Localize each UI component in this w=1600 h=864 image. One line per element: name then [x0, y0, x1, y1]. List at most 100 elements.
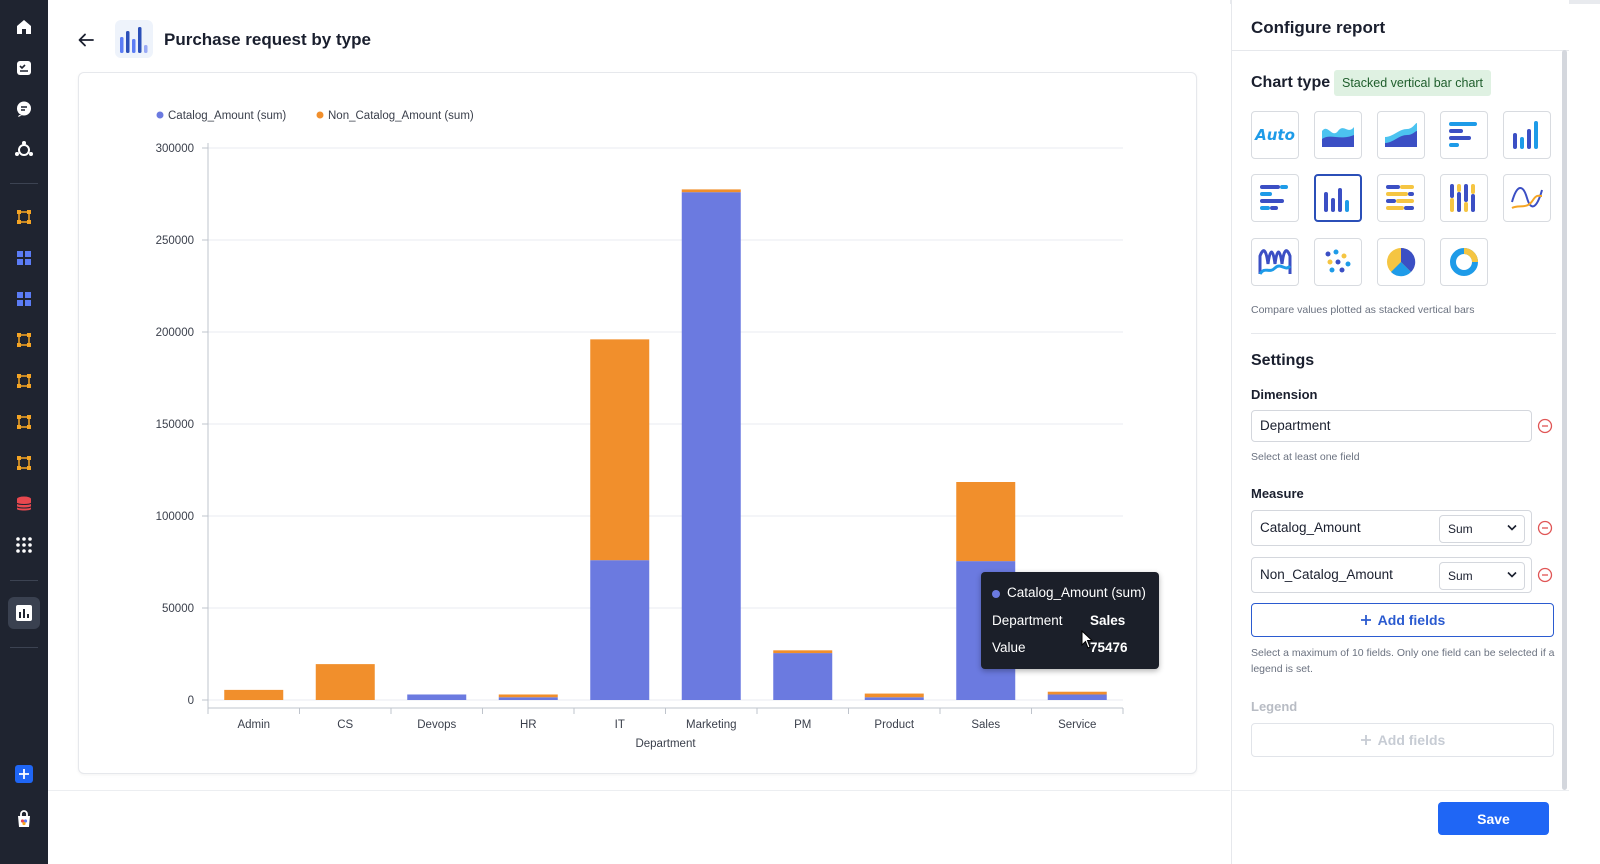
add-app-icon[interactable]	[8, 758, 40, 790]
chart-type-100-vertical-bar-icon[interactable]	[1440, 174, 1488, 222]
legend-add-fields-button[interactable]: Add fields	[1251, 723, 1554, 757]
x-tick-label: PM	[794, 719, 811, 731]
chart-type-multi-line-icon[interactable]	[1251, 238, 1299, 286]
dimension-field[interactable]: Department	[1251, 410, 1532, 442]
bar-marketing-catalog	[681, 192, 741, 700]
apps-grid-icon[interactable]	[8, 242, 40, 274]
sidebar-divider	[10, 647, 38, 648]
chart-type-auto[interactable]: Auto	[1251, 111, 1299, 159]
page-title: Purchase request by type	[164, 30, 371, 49]
chat-icon[interactable]	[8, 93, 40, 125]
x-tick-label: HR	[520, 719, 537, 731]
workflow-icon-2[interactable]	[8, 324, 40, 356]
panel-footer-divider	[1232, 790, 1569, 791]
mouse-cursor-icon	[1081, 629, 1095, 655]
measure-field-name: Catalog_Amount	[1260, 520, 1361, 535]
database-icon[interactable]	[8, 488, 40, 520]
remove-dimension-icon[interactable]	[1537, 418, 1553, 434]
auto-label: Auto	[1255, 126, 1295, 144]
measure-field-catalog[interactable]: Catalog_Amount Sum	[1251, 510, 1532, 546]
workflow-icon-3[interactable]	[8, 365, 40, 397]
legend-label: Legend	[1251, 699, 1298, 714]
workflow-icon[interactable]	[8, 201, 40, 233]
measure-field-non-catalog[interactable]: Non_Catalog_Amount Sum	[1251, 557, 1532, 593]
aggregation-value: Sum	[1448, 569, 1473, 583]
dimension-field-value: Department	[1260, 418, 1331, 433]
workflow-icon-4[interactable]	[8, 406, 40, 438]
y-tick-label: 200000	[156, 327, 194, 339]
aggregation-value: Sum	[1448, 522, 1473, 536]
remove-measure-icon[interactable]	[1537, 520, 1553, 536]
x-tick-label: Admin	[237, 719, 270, 731]
legend-dot-1	[316, 111, 324, 119]
x-tick-label: Service	[1058, 719, 1096, 731]
y-tick-label: 300000	[156, 143, 194, 155]
panel-scrollbar[interactable]	[1562, 50, 1567, 790]
main-footer-divider	[48, 790, 1230, 791]
measure-field-name: Non_Catalog_Amount	[1260, 567, 1393, 582]
workflow-icon-5[interactable]	[8, 447, 40, 479]
legend-dot-0	[156, 111, 164, 119]
add-fields-label: Add fields	[1377, 612, 1446, 628]
chart-tooltip: Catalog_Amount (sum) Department Sales Va…	[981, 572, 1159, 669]
save-button[interactable]: Save	[1438, 802, 1549, 835]
reports-icon[interactable]	[8, 597, 40, 629]
add-fields-button[interactable]: Add fields	[1251, 603, 1554, 637]
tooltip-dimension-label: Department	[992, 613, 1063, 628]
bar-cs-non-catalog	[315, 664, 375, 700]
panel-title: Configure report	[1251, 18, 1386, 37]
x-tick-label: IT	[615, 719, 625, 731]
bar-it-non-catalog	[590, 339, 650, 561]
chart-type-donut-icon[interactable]	[1440, 238, 1488, 286]
bar-marketing-non-catalog	[681, 189, 741, 193]
bar-it-catalog	[590, 560, 650, 700]
chart-type-scatter-icon[interactable]	[1314, 238, 1362, 286]
aggregation-select[interactable]: Sum	[1439, 515, 1525, 543]
tooltip-value-label: Value	[992, 640, 1026, 655]
bar-pm-catalog	[773, 653, 833, 700]
bar-sales-non-catalog	[956, 482, 1016, 562]
configure-report-panel: Configure report Chart type Stacked vert…	[1231, 0, 1569, 864]
bar-admin-non-catalog	[224, 689, 284, 700]
x-tick-label: Marketing	[686, 719, 737, 731]
home-icon[interactable]	[8, 11, 40, 43]
bar-product-catalog	[864, 697, 924, 700]
measure-hint: Select a maximum of 10 fields. Only one …	[1251, 647, 1555, 675]
aggregation-select[interactable]: Sum	[1439, 562, 1525, 590]
x-tick-label: Product	[874, 719, 914, 731]
legend-add-fields-label: Add fields	[1377, 732, 1446, 748]
chart-type-stacked-vertical-bar-icon[interactable]	[1314, 174, 1362, 222]
chart-type-stacked-horizontal-bar-icon[interactable]	[1251, 174, 1299, 222]
legend-label-1: Non_Catalog_Amount (sum)	[328, 110, 474, 122]
chart-type-badge: Stacked vertical bar chart	[1334, 70, 1492, 96]
bar-chart-report-icon	[115, 20, 153, 58]
chart-type-horizontal-bar-icon[interactable]	[1440, 111, 1488, 159]
plus-icon	[1360, 615, 1371, 625]
bar-service-non-catalog	[1047, 691, 1107, 695]
chart-type-pie-icon[interactable]	[1377, 238, 1425, 286]
y-tick-label: 0	[188, 695, 194, 707]
bar-hr-non-catalog	[498, 694, 558, 698]
dimension-hint: Select at least one field	[1251, 451, 1360, 463]
chevron-down-icon	[1507, 571, 1517, 578]
y-tick-label: 50000	[162, 603, 194, 615]
chart-type-vertical-bar-icon[interactable]	[1503, 111, 1551, 159]
panel-divider	[1251, 333, 1556, 334]
dimension-label: Dimension	[1251, 387, 1318, 402]
chart-type-100-horizontal-bar-icon[interactable]	[1377, 174, 1425, 222]
remove-measure-icon[interactable]	[1537, 567, 1553, 583]
back-arrow-icon[interactable]	[74, 28, 98, 52]
chart-type-stacked-area-icon[interactable]	[1377, 111, 1425, 159]
tasks-icon[interactable]	[8, 52, 40, 84]
x-tick-label: Sales	[971, 719, 1000, 731]
app-launcher-icon[interactable]	[8, 529, 40, 561]
network-icon[interactable]	[8, 134, 40, 166]
apps-grid-icon-2[interactable]	[8, 283, 40, 315]
sidebar-divider	[10, 183, 38, 184]
y-tick-label: 150000	[156, 419, 194, 431]
store-icon[interactable]	[8, 803, 40, 835]
chart-type-area-icon[interactable]	[1314, 111, 1362, 159]
chart-type-label: Chart type	[1251, 74, 1331, 91]
sidebar-divider	[10, 580, 38, 581]
chart-type-line-icon[interactable]	[1503, 174, 1551, 222]
